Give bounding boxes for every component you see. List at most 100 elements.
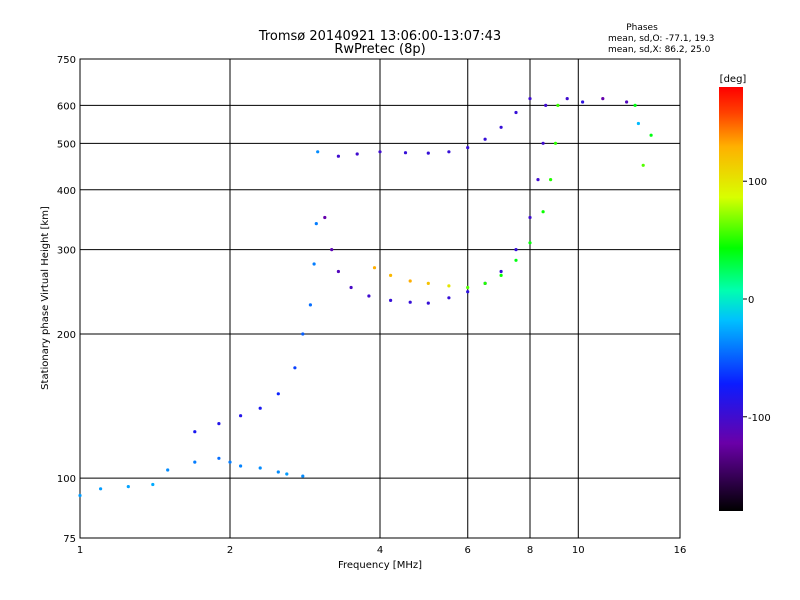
data-point: [447, 284, 451, 288]
data-point: [330, 248, 334, 252]
data-point: [601, 97, 605, 101]
axis-ticks: 1 2 4 6 8 10 16 75 100 200 300 400 500 600 750: [57, 55, 686, 556]
data-point: [336, 269, 340, 274]
data-point: [633, 103, 637, 107]
data-point: [447, 296, 451, 300]
chart-subtitle: RwPretec (8p): [334, 42, 425, 57]
y-tick-label: 400: [57, 186, 76, 197]
data-point: [349, 285, 353, 290]
data-point: [228, 460, 232, 464]
colorbar-tick-label: -100: [748, 413, 771, 424]
x-axis-label: Frequency [MHz]: [338, 560, 422, 571]
data-point: [625, 100, 629, 104]
colorbar-gradient: [719, 87, 743, 511]
colorbar: [deg] 100 0 -100: [719, 74, 771, 511]
phase-o-stats: mean, sd,O: -77.1, 19.3: [608, 34, 714, 44]
data-points: [78, 97, 653, 498]
colorbar-ticks: 100 0 -100: [743, 177, 771, 424]
data-point: [544, 103, 548, 107]
data-point: [217, 422, 221, 426]
y-tick-label: 100: [57, 474, 76, 485]
chart-title: Tromsø 20140921 13:06:00-13:07:43: [258, 29, 501, 44]
data-point: [389, 273, 393, 277]
data-point: [514, 258, 518, 262]
data-point: [528, 97, 532, 101]
data-point: [258, 406, 262, 410]
data-point: [447, 150, 451, 154]
data-point: [408, 300, 412, 304]
data-point: [403, 151, 408, 155]
y-tick-label: 300: [57, 246, 76, 257]
phase-summary: Phases mean, sd,O: -77.1, 19.3 mean, sd,…: [608, 23, 714, 55]
data-point: [636, 121, 641, 126]
data-point: [581, 100, 585, 104]
data-point: [258, 466, 262, 470]
y-tick-label: 200: [57, 330, 76, 341]
data-point: [276, 470, 280, 474]
colorbar-tick-label: 0: [748, 295, 754, 306]
data-point: [408, 279, 412, 283]
data-point: [323, 215, 327, 220]
x-tick-label: 10: [572, 545, 585, 556]
y-tick-label: 75: [63, 534, 76, 545]
data-point: [355, 152, 359, 156]
data-point: [541, 141, 545, 145]
data-point: [553, 141, 558, 145]
data-point: [276, 392, 280, 396]
data-point: [466, 146, 470, 150]
data-point: [426, 151, 430, 155]
data-point: [166, 468, 170, 472]
x-tick-label: 6: [465, 545, 471, 556]
data-point: [499, 125, 503, 129]
colorbar-tick-label: 100: [748, 177, 767, 188]
data-point: [193, 430, 197, 434]
data-point: [528, 241, 532, 245]
x-tick-label: 2: [227, 545, 233, 556]
data-point: [483, 281, 487, 285]
data-point: [649, 133, 653, 137]
data-point: [536, 178, 540, 182]
data-point: [217, 456, 221, 460]
y-tick-label: 600: [57, 101, 76, 112]
x-tick-label: 16: [674, 545, 687, 556]
data-point: [301, 332, 305, 336]
phase-x-stats: mean, sd,X: 86.2, 25.0: [608, 45, 711, 55]
data-point: [549, 178, 553, 182]
data-point: [78, 493, 82, 498]
data-point: [126, 485, 130, 489]
data-point: [314, 222, 318, 226]
data-point: [372, 266, 377, 270]
data-point: [316, 150, 320, 154]
x-tick-label: 4: [377, 545, 383, 556]
data-point: [514, 110, 518, 115]
data-point: [239, 414, 243, 418]
x-tick-label: 8: [527, 545, 533, 556]
data-point: [301, 474, 305, 478]
data-point: [336, 154, 340, 158]
y-tick-label: 500: [57, 139, 76, 150]
data-point: [556, 103, 560, 107]
data-point: [514, 248, 518, 252]
data-point: [293, 366, 297, 370]
data-point: [466, 285, 470, 290]
data-point: [367, 294, 371, 298]
data-point: [483, 137, 487, 141]
data-point: [389, 298, 393, 302]
y-axis-label: Stationary phase Virtual Height [km]: [40, 206, 51, 390]
data-point: [193, 460, 197, 464]
data-point: [378, 150, 382, 154]
data-point: [641, 163, 645, 167]
data-point: [528, 215, 532, 220]
data-point: [285, 472, 289, 476]
data-point: [308, 303, 312, 307]
data-point: [239, 464, 243, 468]
data-point: [499, 269, 503, 274]
data-point: [466, 290, 470, 294]
phase-heading: Phases: [626, 23, 658, 33]
x-tick-label: 1: [77, 545, 83, 556]
data-point: [541, 210, 545, 214]
y-tick-label: 750: [57, 55, 76, 66]
data-point: [565, 97, 569, 101]
colorbar-label: [deg]: [720, 74, 747, 85]
